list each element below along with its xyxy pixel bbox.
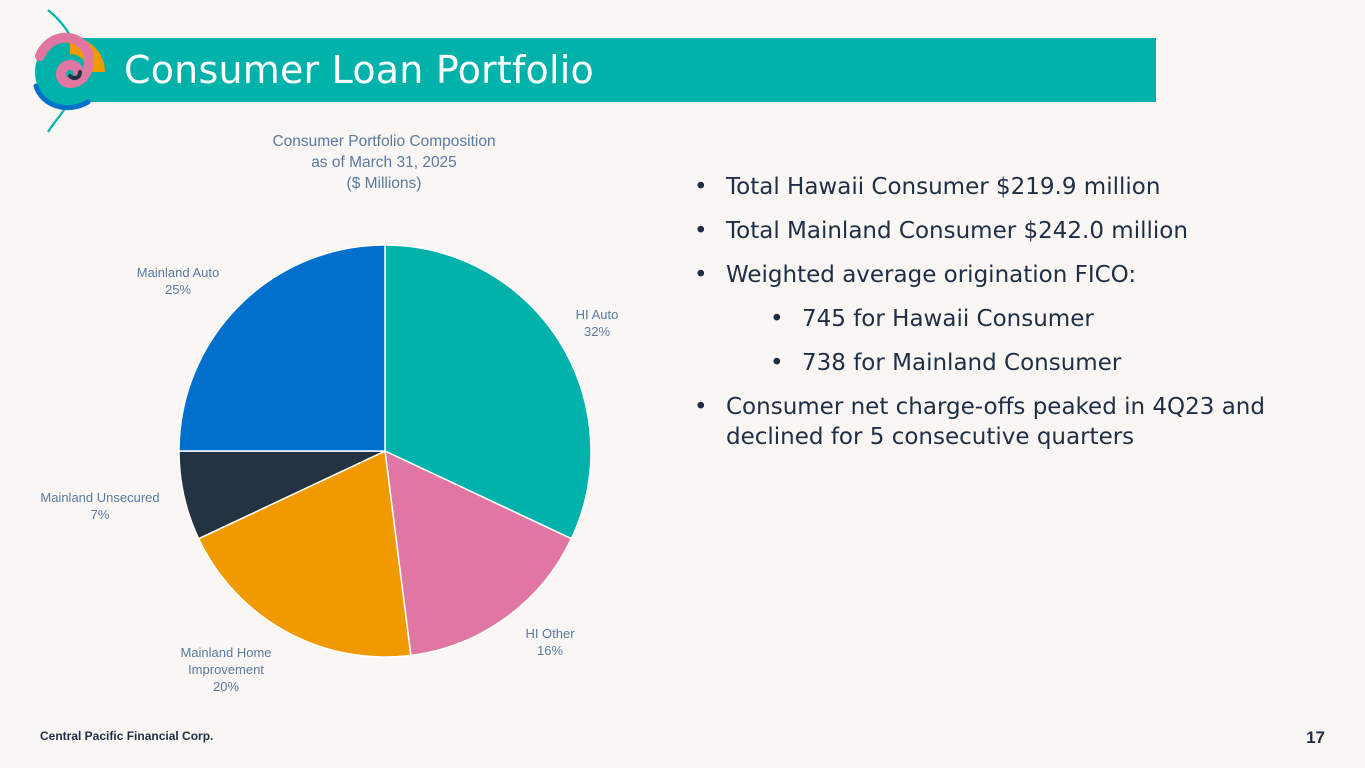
bullet-item: 745 for Hawaii Consumer — [770, 304, 1294, 334]
footer-company-name: Central Pacific Financial Corp. — [40, 729, 214, 743]
pie-slice — [384, 244, 592, 540]
slice-label: Mainland Auto 25% — [137, 265, 219, 297]
bullet-item: Total Mainland Consumer $242.0 million — [694, 216, 1294, 246]
chart-title-line-2: as of March 31, 2025 — [311, 154, 457, 171]
slice-label: HI Auto 32% — [576, 307, 619, 339]
slice-label: Mainland Home Improvement 20% — [180, 645, 271, 694]
page-number: 17 — [1306, 728, 1325, 747]
pie-chart: HI Auto 32% HI Other 16% Mainland Home Improv… — [40, 244, 619, 694]
chart-title: Consumer Portfolio Composition as of Mar… — [224, 131, 544, 194]
title-bar — [68, 38, 1156, 102]
bullet-item: 738 for Mainland Consumer — [770, 348, 1294, 378]
bullet-list: Total Hawaii Consumer $219.9 million Tota… — [694, 172, 1294, 466]
bullet-item: Weighted average origination FICO: — [694, 260, 1294, 290]
chart-title-line-1: Consumer Portfolio Composition — [272, 133, 496, 150]
page-title: Consumer Loan Portfolio — [124, 48, 594, 92]
bullet-item: Total Hawaii Consumer $219.9 million — [694, 172, 1294, 202]
company-logo-icon — [33, 9, 105, 133]
bullet-item: Consumer net charge-offs peaked in 4Q23 … — [694, 392, 1294, 452]
pie-slice — [178, 244, 386, 452]
pie-slice — [384, 449, 573, 657]
slice-label: Mainland Unsecured 7% — [40, 490, 159, 522]
chart-title-line-3: ($ Millions) — [346, 175, 422, 192]
slice-label: HI Other 16% — [525, 626, 575, 658]
pie-slice — [197, 449, 412, 658]
